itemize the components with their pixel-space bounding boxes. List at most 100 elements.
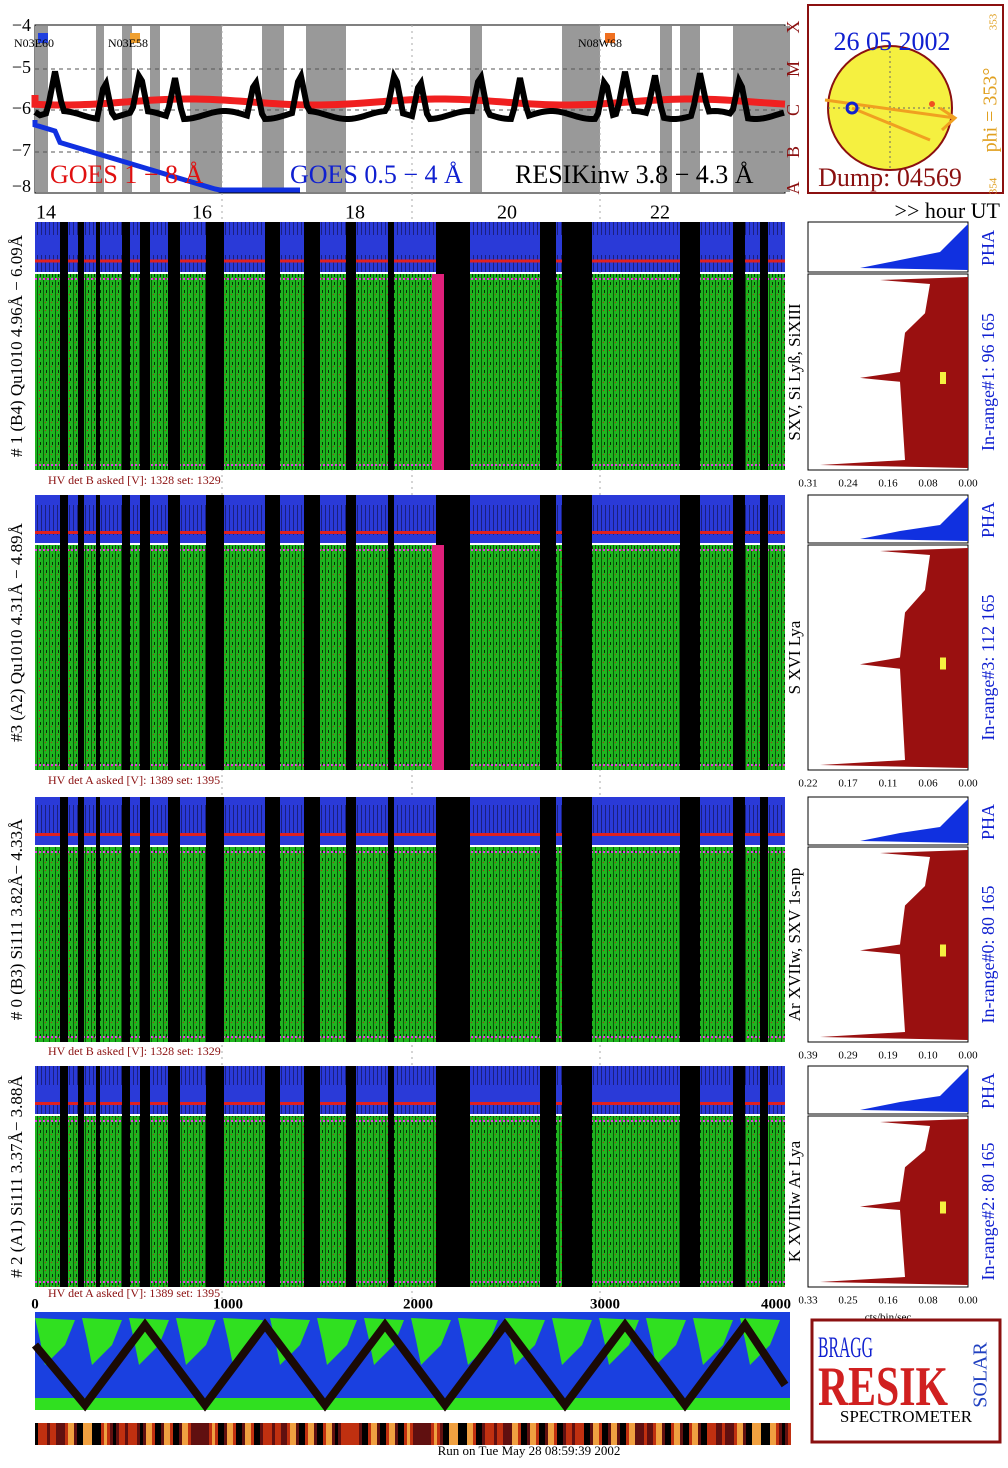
data-gap bbox=[96, 1066, 100, 1287]
color-bar bbox=[629, 1423, 632, 1445]
hist-tick-label: 0.00 bbox=[958, 478, 978, 490]
legend-entry: GOES 1 − 8 Å bbox=[50, 160, 204, 189]
hist-tick-label: 0.24 bbox=[838, 478, 858, 490]
zigzag bbox=[31, 1318, 789, 1412]
channel-green bbox=[82, 1318, 122, 1365]
color-bar bbox=[164, 1423, 167, 1445]
color-bar bbox=[122, 1423, 125, 1445]
color-bar bbox=[503, 1423, 506, 1445]
hv-info: HV det A asked [V]: 1389 set: 1395 bbox=[48, 1286, 220, 1300]
data-gap bbox=[562, 222, 592, 470]
class-label: A bbox=[783, 182, 803, 195]
detector-label: # 0 (B3) Si111 3.82Å− 4.33Å bbox=[7, 818, 26, 1020]
color-bar bbox=[572, 1423, 575, 1445]
color-bar bbox=[101, 1423, 104, 1445]
logo-bragg: BRAGG bbox=[818, 1331, 873, 1364]
color-bar bbox=[50, 1423, 53, 1445]
color-bar bbox=[212, 1423, 215, 1445]
run-info: Run on Tue May 28 08:59:39 2002 bbox=[438, 1443, 621, 1458]
color-bar bbox=[701, 1423, 704, 1445]
color-bar bbox=[245, 1423, 248, 1445]
color-bar bbox=[611, 1423, 614, 1445]
x-tick-label: 20 bbox=[497, 202, 517, 224]
hist-tick-label: 0.25 bbox=[838, 1295, 858, 1307]
color-bar bbox=[380, 1423, 383, 1445]
color-bar bbox=[209, 1423, 212, 1445]
color-bar bbox=[56, 1423, 59, 1445]
color-bar bbox=[362, 1423, 365, 1445]
color-bar bbox=[632, 1423, 635, 1445]
y-tick-label: −7 bbox=[12, 140, 31, 160]
color-bar bbox=[677, 1423, 680, 1445]
data-gap bbox=[96, 222, 100, 470]
color-bar bbox=[215, 1423, 218, 1445]
color-bar bbox=[524, 1423, 527, 1445]
color-bar bbox=[146, 1423, 149, 1445]
color-bar bbox=[665, 1423, 668, 1445]
pha-hist bbox=[860, 497, 968, 541]
color-bar bbox=[365, 1423, 368, 1445]
color-bar bbox=[686, 1423, 689, 1445]
logo-frame bbox=[810, 1318, 1002, 1444]
color-bar bbox=[161, 1423, 164, 1445]
color-bar bbox=[788, 1423, 791, 1445]
color-bar bbox=[395, 1423, 398, 1445]
hist-tick-label: 0.00 bbox=[958, 1295, 978, 1307]
x-unit: >> hour UT bbox=[895, 198, 1001, 223]
color-bar bbox=[464, 1423, 467, 1445]
flare-band bbox=[432, 274, 444, 470]
logo-text: SPECTROMETER bbox=[840, 1407, 973, 1426]
color-bar bbox=[533, 1423, 536, 1445]
color-bar bbox=[437, 1423, 440, 1445]
color-bar bbox=[779, 1423, 782, 1445]
data-gap bbox=[140, 222, 150, 470]
color-bar bbox=[38, 1423, 41, 1445]
color-bar bbox=[605, 1423, 608, 1445]
color-bar bbox=[344, 1423, 347, 1445]
color-bar bbox=[707, 1423, 710, 1445]
data-gap bbox=[436, 797, 470, 1042]
data-gap bbox=[540, 1066, 556, 1287]
color-bar bbox=[680, 1423, 683, 1445]
color-bar bbox=[575, 1423, 578, 1445]
channel-green-base bbox=[35, 1398, 790, 1410]
color-bar bbox=[293, 1423, 296, 1445]
grey-band bbox=[470, 26, 482, 192]
spectrogram bbox=[35, 847, 785, 1042]
data-gap bbox=[265, 797, 280, 1042]
data-gap bbox=[140, 495, 150, 770]
data-gap bbox=[388, 1066, 394, 1287]
color-bar bbox=[731, 1423, 734, 1445]
color-bar bbox=[86, 1423, 89, 1445]
pha-hist bbox=[860, 799, 968, 843]
color-bar bbox=[449, 1423, 452, 1445]
grey-band bbox=[262, 26, 284, 192]
color-bar bbox=[590, 1423, 593, 1445]
spec-hist bbox=[820, 548, 968, 768]
color-bar bbox=[713, 1423, 716, 1445]
color-bar bbox=[332, 1423, 335, 1445]
color-bar bbox=[569, 1423, 572, 1445]
color-bar bbox=[719, 1423, 722, 1445]
color-bar bbox=[485, 1423, 488, 1445]
hv-info: HV det A asked [V]: 1389 set: 1395 bbox=[48, 773, 220, 787]
line-label: Ar XVIIw, SXV 1s-np bbox=[785, 868, 804, 1021]
goes-legend: GOES 1 − 8 Å GOES 0.5 − 4 Å RESIKinw 3.8… bbox=[50, 160, 754, 189]
hist-tick-label: 0.00 bbox=[958, 1050, 978, 1062]
color-bar bbox=[59, 1423, 62, 1445]
color-bar bbox=[290, 1423, 293, 1445]
color-bar bbox=[236, 1423, 239, 1445]
color-bar bbox=[173, 1423, 176, 1445]
color-bar bbox=[320, 1423, 323, 1445]
color-bar bbox=[539, 1423, 542, 1445]
data-gap bbox=[733, 1066, 745, 1287]
data-gap bbox=[206, 222, 224, 470]
flare-band bbox=[432, 545, 444, 770]
data-gap bbox=[206, 495, 224, 770]
color-bar bbox=[416, 1423, 419, 1445]
color-bar bbox=[92, 1423, 95, 1445]
color-bar bbox=[278, 1423, 281, 1445]
pha-hist bbox=[860, 1068, 968, 1112]
color-bar bbox=[308, 1423, 311, 1445]
color-bar bbox=[53, 1423, 56, 1445]
